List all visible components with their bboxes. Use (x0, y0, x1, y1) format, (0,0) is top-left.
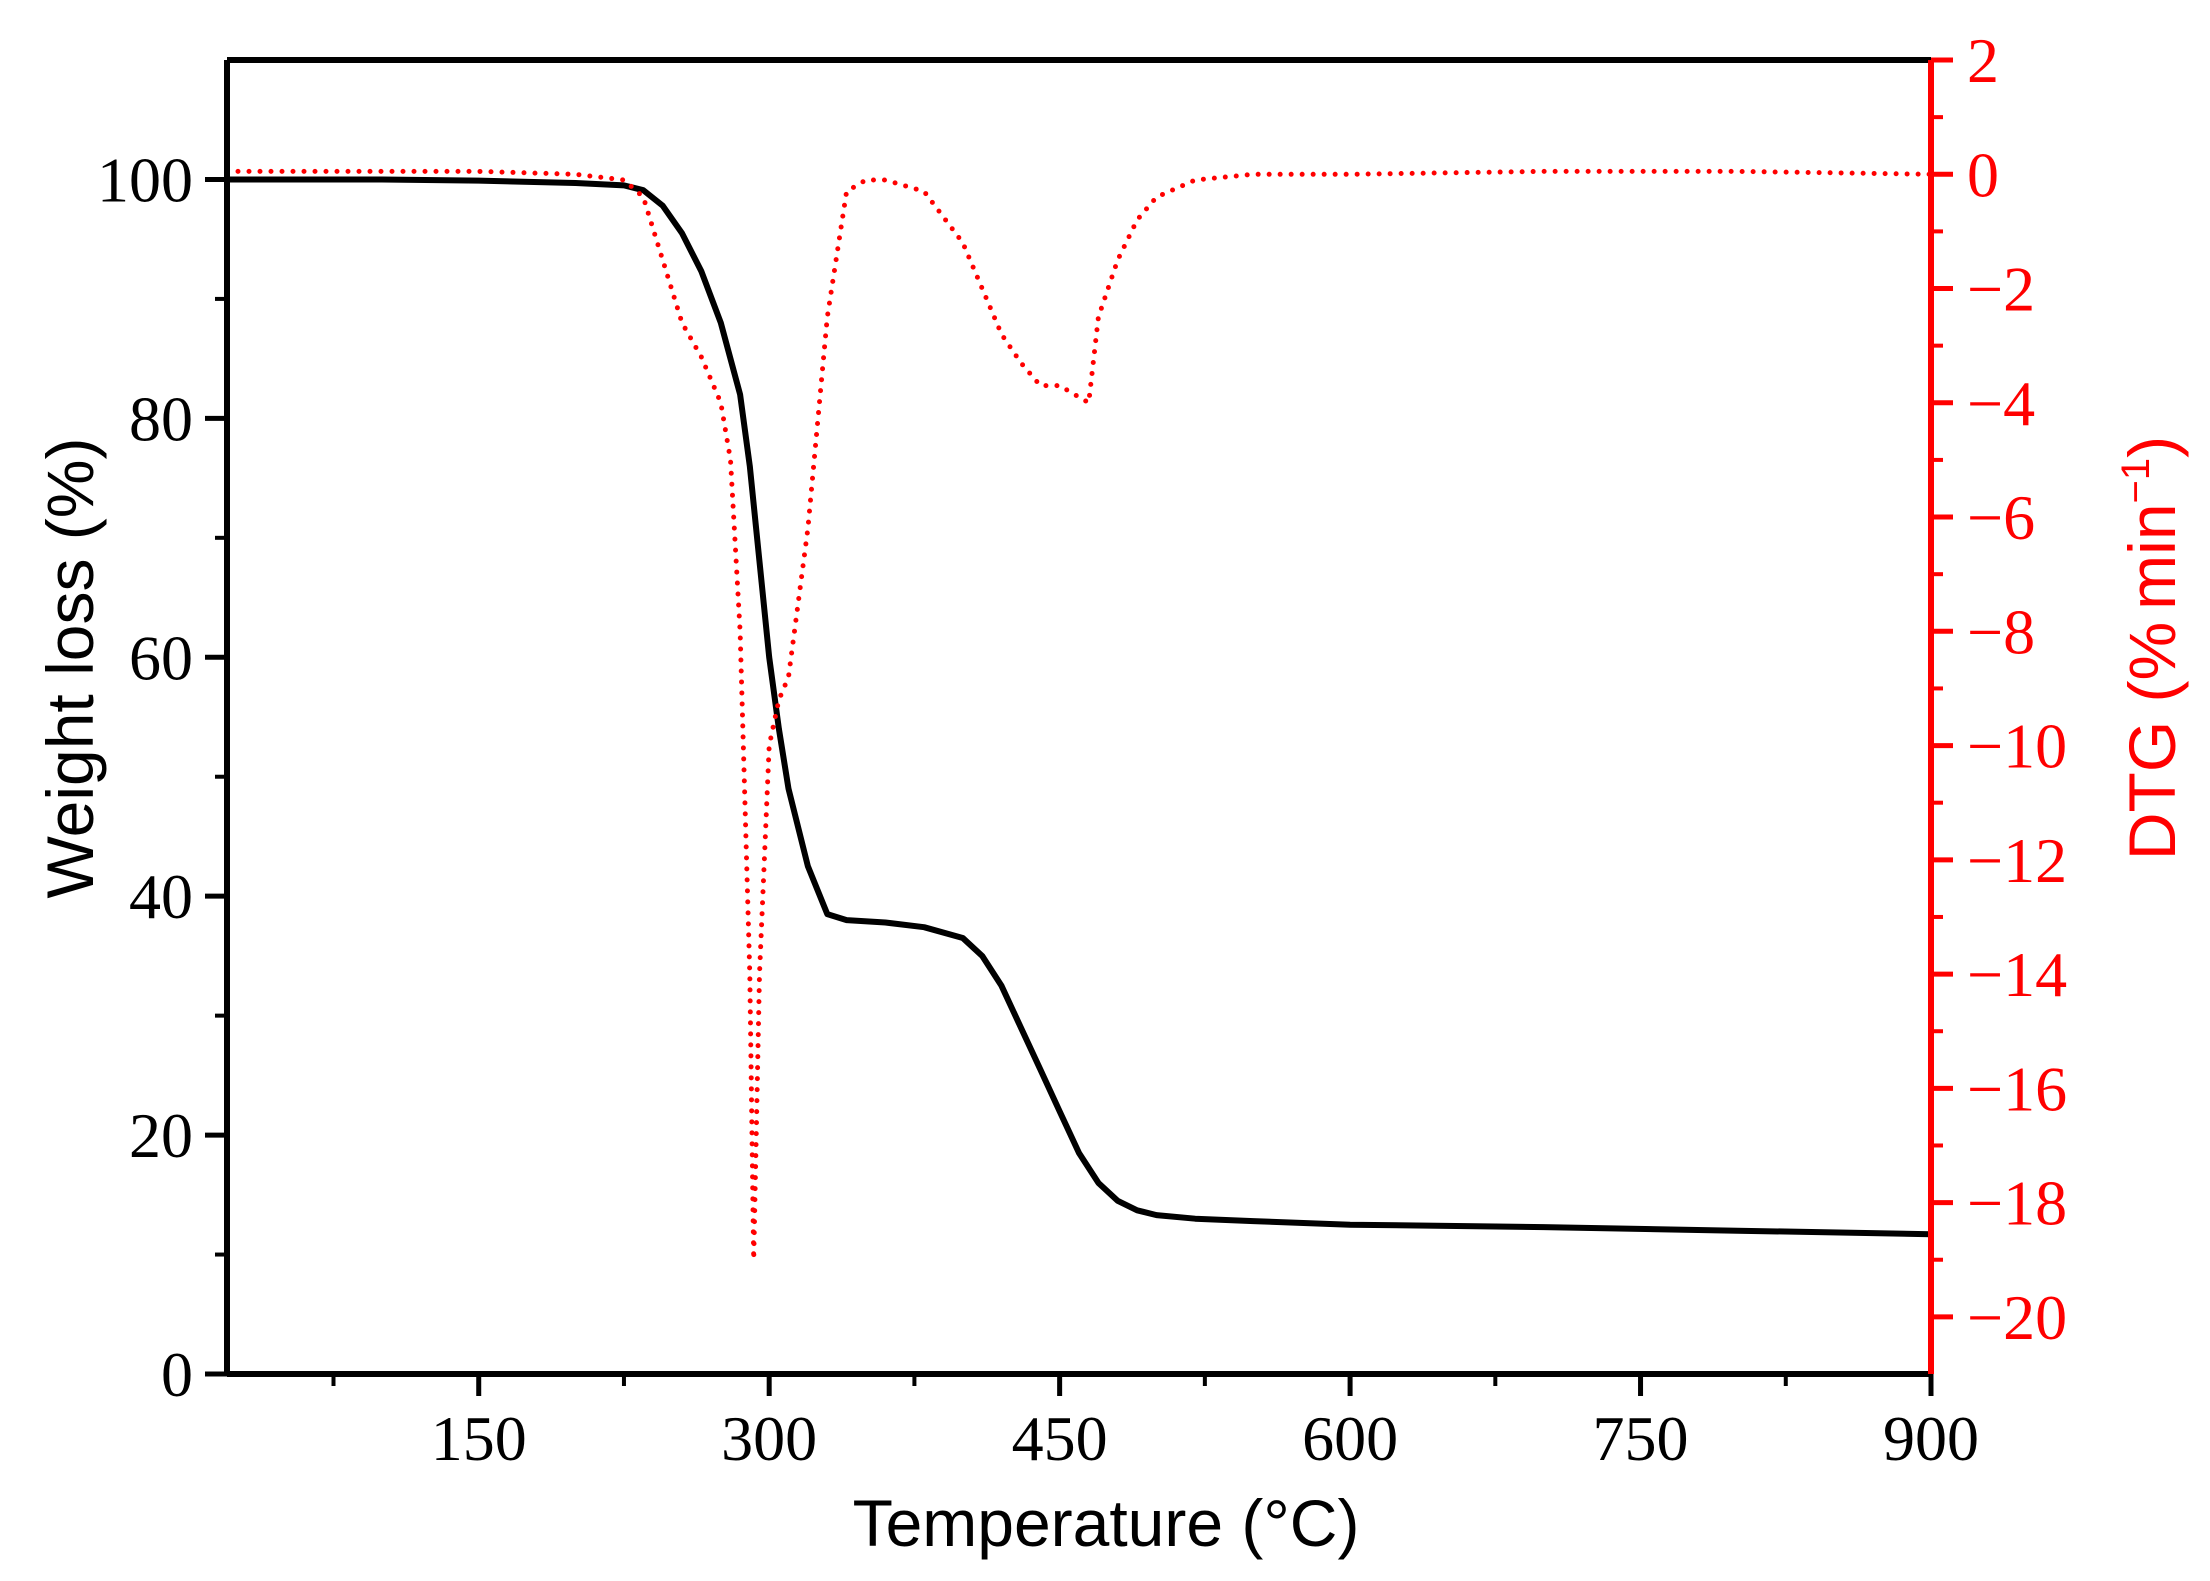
tick-labels: 150 300 450 600 750 90002040608010020−2−4−6−8… (97, 25, 2067, 1474)
right-y-tick-label: 0 (1967, 139, 1999, 210)
x-tick-label: 900 (1883, 1403, 1979, 1474)
right-y-axis-title-sup: −1 (2114, 458, 2158, 504)
left-y-tick-label: 0 (161, 1339, 193, 1410)
tg-series-line (224, 176, 1934, 1238)
right-y-axis-title-close: ) (2115, 436, 2189, 458)
dtg-series-line (224, 168, 1934, 1263)
left-y-tick-label: 80 (129, 383, 193, 454)
right-y-tick-label: −14 (1967, 939, 2067, 1010)
left-y-tick-label: 20 (129, 1100, 193, 1171)
ticks (205, 57, 1953, 1396)
right-y-tick-label: −16 (1967, 1053, 2067, 1124)
x-tick-label: 300 (721, 1403, 817, 1474)
right-y-tick-label: −20 (1967, 1282, 2067, 1353)
x-tick-label: 600 (1302, 1403, 1398, 1474)
right-y-tick-label: −4 (1967, 368, 2035, 439)
left-y-tick-label: 40 (129, 861, 193, 932)
x-tick-label: 750 (1593, 1403, 1689, 1474)
right-y-tick-label: 2 (1967, 25, 1999, 96)
right-y-axis-title-unit: min (2115, 503, 2189, 609)
right-y-tick-label: −12 (1967, 825, 2067, 896)
x-axis-title: Temperature (°C) (853, 1486, 1360, 1560)
right-y-axis-title-pre: DTG (% (2115, 622, 2189, 860)
plot-area (224, 168, 1934, 1263)
right-y-tick-label: −10 (1967, 711, 2067, 782)
x-tick-label: 450 (1012, 1403, 1108, 1474)
left-y-tick-label: 100 (97, 144, 193, 215)
right-y-tick-label: −8 (1967, 596, 2035, 667)
left-y-tick-label: 60 (129, 622, 193, 693)
right-y-axis-title: DTG (% min−1) (2114, 436, 2189, 860)
right-y-tick-label: −6 (1967, 482, 2035, 553)
x-tick-label: 150 (431, 1403, 527, 1474)
right-y-tick-label: −2 (1967, 254, 2035, 325)
right-y-tick-label: −18 (1967, 1168, 2067, 1239)
left-y-axis-title: Weight loss (%) (33, 438, 107, 899)
